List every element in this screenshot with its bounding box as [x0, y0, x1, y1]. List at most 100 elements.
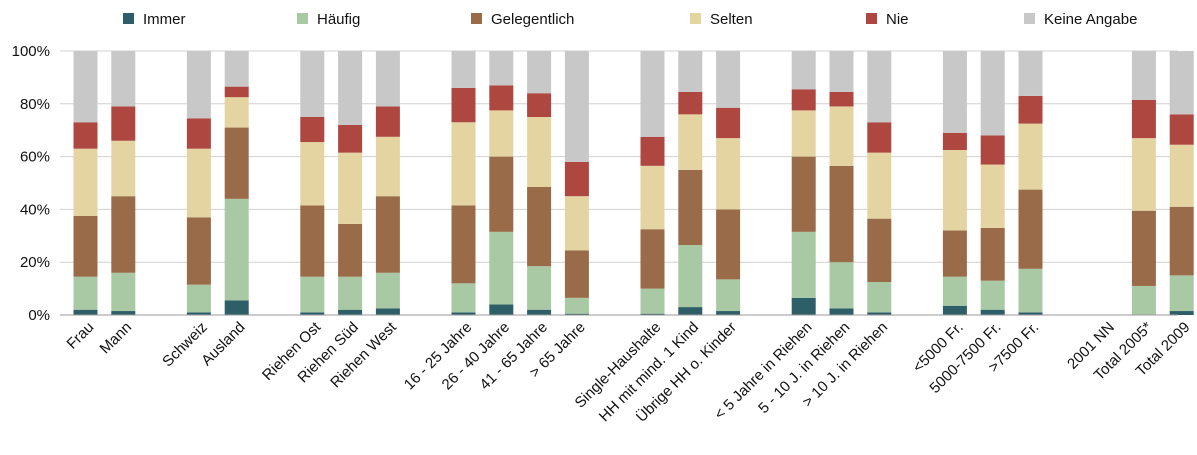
- legend-label: Nie: [886, 11, 909, 28]
- bar-segment-immer: [716, 311, 741, 315]
- bar-segment-häufig: [73, 276, 98, 310]
- legend-swatch-häufig: [297, 13, 308, 24]
- bar-segment-nie: [224, 86, 249, 98]
- bar-segment-gelegentlich: [1131, 210, 1156, 286]
- bar-segment-selten: [1131, 138, 1156, 211]
- bar-segment-häufig: [1018, 268, 1043, 313]
- legend-swatch-nie: [866, 13, 877, 24]
- bar-segment-keine-angabe: [791, 51, 816, 90]
- bar-segment-keine-angabe: [942, 51, 967, 133]
- bar-segment-selten: [451, 122, 476, 206]
- bar-segment-selten: [564, 196, 589, 251]
- bar-segment-häufig: [1131, 285, 1156, 315]
- bar-segment-häufig: [640, 288, 665, 314]
- legend-label: Selten: [710, 11, 753, 28]
- bar-segment-keine-angabe: [111, 51, 136, 107]
- bar-segment-gelegentlich: [527, 186, 552, 267]
- bar-segment-keine-angabe: [678, 51, 703, 92]
- bar-segment-nie: [942, 132, 967, 150]
- bar-segment-nie: [527, 93, 552, 117]
- bar-segment-nie: [451, 87, 476, 123]
- bar-segment-nie: [980, 135, 1005, 165]
- legend-swatch-selten: [690, 13, 701, 24]
- bar-segment-immer: [338, 309, 363, 315]
- bar-segment-immer: [564, 313, 589, 315]
- bar-segment-gelegentlich: [716, 209, 741, 280]
- bar-segment-gelegentlich: [678, 169, 703, 246]
- bar-segment-immer: [791, 297, 816, 315]
- bar-segment-nie: [640, 136, 665, 166]
- bar-segment-immer: [375, 308, 400, 315]
- bar-segment-immer: [1018, 312, 1043, 315]
- bar-segment-häufig: [829, 262, 854, 309]
- bar-segment-gelegentlich: [489, 156, 514, 232]
- bar-segment-keine-angabe: [564, 51, 589, 162]
- bar-segment-häufig: [1169, 275, 1194, 312]
- bar-segment-häufig: [791, 231, 816, 298]
- y-tick-label: 60%: [20, 149, 50, 166]
- legend-swatch-gelegentlich: [471, 13, 482, 24]
- bar-segment-nie: [73, 122, 98, 149]
- bar-segment-häufig: [186, 284, 211, 313]
- bar-segment-immer: [829, 308, 854, 315]
- bar-segment-selten: [1169, 144, 1194, 207]
- bar-segment-häufig: [942, 276, 967, 306]
- bar-segment-häufig: [451, 283, 476, 313]
- bar-segment-immer: [527, 309, 552, 315]
- y-tick-label: 80%: [20, 96, 50, 113]
- bar-segment-häufig: [867, 282, 892, 313]
- legend: Immer Häufig Gelegentlich Selten Nie Keine An…: [123, 11, 1137, 28]
- bar-segment-gelegentlich: [111, 196, 136, 273]
- bar-segment-immer: [867, 312, 892, 315]
- bar-segment-keine-angabe: [73, 51, 98, 123]
- bar-segment-nie: [375, 106, 400, 137]
- bar-segment-häufig: [224, 198, 249, 301]
- bar-segment-immer: [640, 313, 665, 315]
- legend-label: Immer: [143, 11, 186, 28]
- bar-segment-häufig: [111, 272, 136, 312]
- y-tick-label: 20%: [20, 254, 50, 271]
- bar-segment-immer: [678, 307, 703, 315]
- bar-segment-gelegentlich: [980, 227, 1005, 281]
- bar-segment-gelegentlich: [375, 196, 400, 273]
- bar-segment-keine-angabe: [980, 51, 1005, 136]
- bar-segment-gelegentlich: [1169, 206, 1194, 276]
- bar-segment-häufig: [564, 297, 589, 314]
- bar-segment-nie: [678, 91, 703, 115]
- bar-segment-selten: [980, 164, 1005, 228]
- bar-segment-keine-angabe: [640, 51, 665, 137]
- bar-segment-selten: [640, 165, 665, 230]
- y-tick-label: 100%: [12, 43, 50, 60]
- bar-segment-keine-angabe: [829, 51, 854, 92]
- bar-segment-nie: [300, 117, 325, 143]
- bar-segment-keine-angabe: [489, 51, 514, 86]
- bar-segment-immer: [111, 311, 136, 315]
- legend-label: Keine Angabe: [1044, 11, 1137, 28]
- bar-segment-keine-angabe: [300, 51, 325, 117]
- bar-segment-gelegentlich: [451, 205, 476, 284]
- bar-segment-keine-angabe: [867, 51, 892, 123]
- bar-segment-häufig: [338, 276, 363, 310]
- legend-label: Häufig: [317, 11, 360, 28]
- bar-segment-nie: [111, 106, 136, 141]
- bar-segment-gelegentlich: [300, 205, 325, 277]
- bar-segment-selten: [111, 140, 136, 197]
- bar-segment-selten: [186, 148, 211, 218]
- bar-segment-nie: [489, 85, 514, 111]
- bar-segment-selten: [716, 138, 741, 210]
- bar-segment-selten: [829, 106, 854, 166]
- bar-segment-selten: [375, 136, 400, 197]
- bar-segment-keine-angabe: [1018, 51, 1043, 96]
- y-tick-label: 0%: [28, 307, 50, 324]
- bar-segment-nie: [1169, 114, 1194, 145]
- legend-label: Gelegentlich: [491, 11, 574, 28]
- bars: [73, 51, 1194, 315]
- bar-segment-nie: [829, 91, 854, 107]
- bar-segment-selten: [300, 142, 325, 206]
- bar-segment-nie: [186, 118, 211, 149]
- bar-segment-keine-angabe: [338, 51, 363, 125]
- bar-segment-selten: [338, 152, 363, 224]
- bar-segment-keine-angabe: [716, 51, 741, 108]
